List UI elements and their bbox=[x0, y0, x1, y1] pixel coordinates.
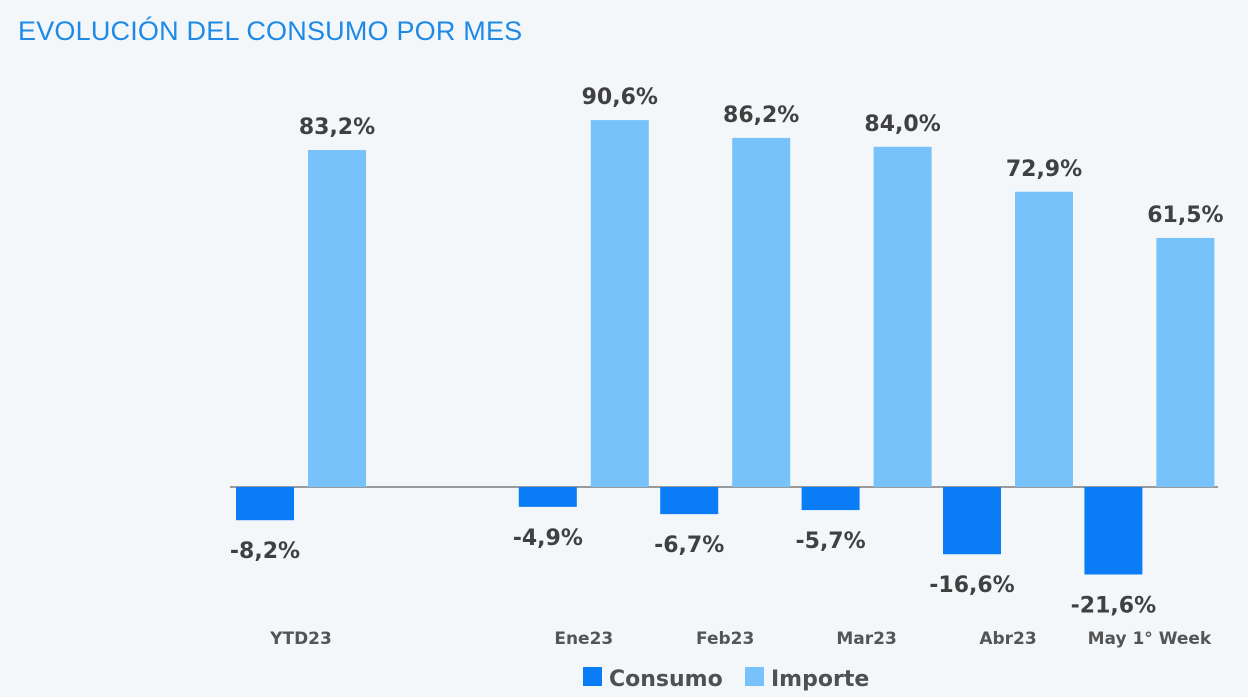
legend-label-importe: Importe bbox=[771, 667, 869, 692]
consumo-data-label: -6,7% bbox=[654, 533, 724, 558]
importe-data-label: 90,6% bbox=[582, 85, 658, 110]
consumo-data-label: -21,6% bbox=[1071, 593, 1156, 618]
importe-data-label: 86,2% bbox=[723, 103, 799, 128]
importe-bar bbox=[590, 120, 649, 487]
consumo-bar bbox=[660, 487, 719, 515]
consumo-bar bbox=[236, 487, 294, 521]
consumo-data-label: -16,6% bbox=[929, 573, 1014, 598]
consumo-data-label: -4,9% bbox=[513, 526, 583, 551]
importe-data-label: 83,2% bbox=[299, 115, 375, 140]
category-label: Feb23 bbox=[696, 629, 754, 649]
chart-title: EVOLUCIÓN DEL CONSUMO POR MES bbox=[18, 16, 523, 46]
importe-data-label: 84,0% bbox=[864, 112, 940, 137]
importe-data-label: 72,9% bbox=[1006, 157, 1082, 182]
category-label: Mar23 bbox=[836, 629, 896, 649]
consumo-bar bbox=[943, 487, 1001, 555]
category-label: Ene23 bbox=[554, 629, 613, 649]
consumo-data-label: -5,7% bbox=[796, 529, 866, 554]
importe-bar bbox=[873, 146, 932, 488]
consumo-bar bbox=[801, 487, 860, 511]
importe-data-label: 61,5% bbox=[1147, 203, 1223, 228]
category-label: YTD23 bbox=[269, 629, 332, 649]
legend-label-consumo: Consumo bbox=[609, 667, 723, 692]
legend-swatch-importe bbox=[745, 667, 764, 686]
importe-bar bbox=[732, 137, 791, 487]
importe-bar bbox=[1015, 191, 1073, 487]
legend-swatch-consumo bbox=[583, 667, 602, 686]
importe-bar bbox=[1156, 237, 1215, 487]
category-label: Abr23 bbox=[979, 629, 1036, 649]
consumo-bar bbox=[1084, 487, 1143, 575]
importe-bar bbox=[308, 150, 366, 488]
consumo-bar bbox=[518, 487, 577, 507]
consumo-data-label: -8,2% bbox=[230, 539, 300, 564]
category-label: May 1° Week bbox=[1088, 629, 1212, 649]
